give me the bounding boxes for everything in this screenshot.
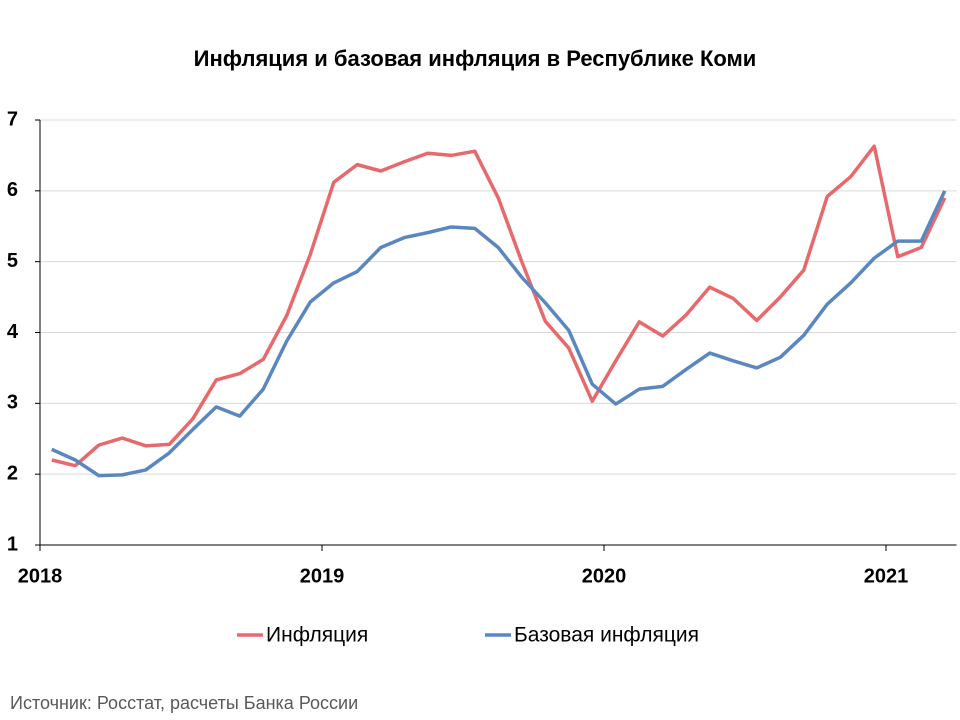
x-tick-label: 2018 [18, 565, 63, 587]
line-series [51, 144, 947, 468]
x-tick-label: 2019 [300, 565, 345, 587]
legend-label: Инфляция [266, 624, 368, 647]
source: Источник: Росстат, расчеты Банка России [10, 693, 358, 713]
legend-label: Базовая инфляция [514, 624, 699, 647]
x-tick-label: 2021 [864, 565, 909, 587]
y-tick-label: 1 [7, 533, 18, 555]
x-tick-label: 2020 [582, 565, 627, 587]
y-tick-label: 6 [7, 179, 18, 201]
y-tick-label: 7 [7, 108, 18, 130]
line-series [51, 190, 947, 478]
chart-title: Инфляция и базовая инфляция в Республике… [194, 46, 757, 71]
y-tick-label: 5 [7, 250, 18, 272]
y-tick-label: 2 [7, 462, 18, 484]
y-tick-label: 4 [7, 321, 19, 343]
y-tick-label: 3 [7, 392, 18, 414]
